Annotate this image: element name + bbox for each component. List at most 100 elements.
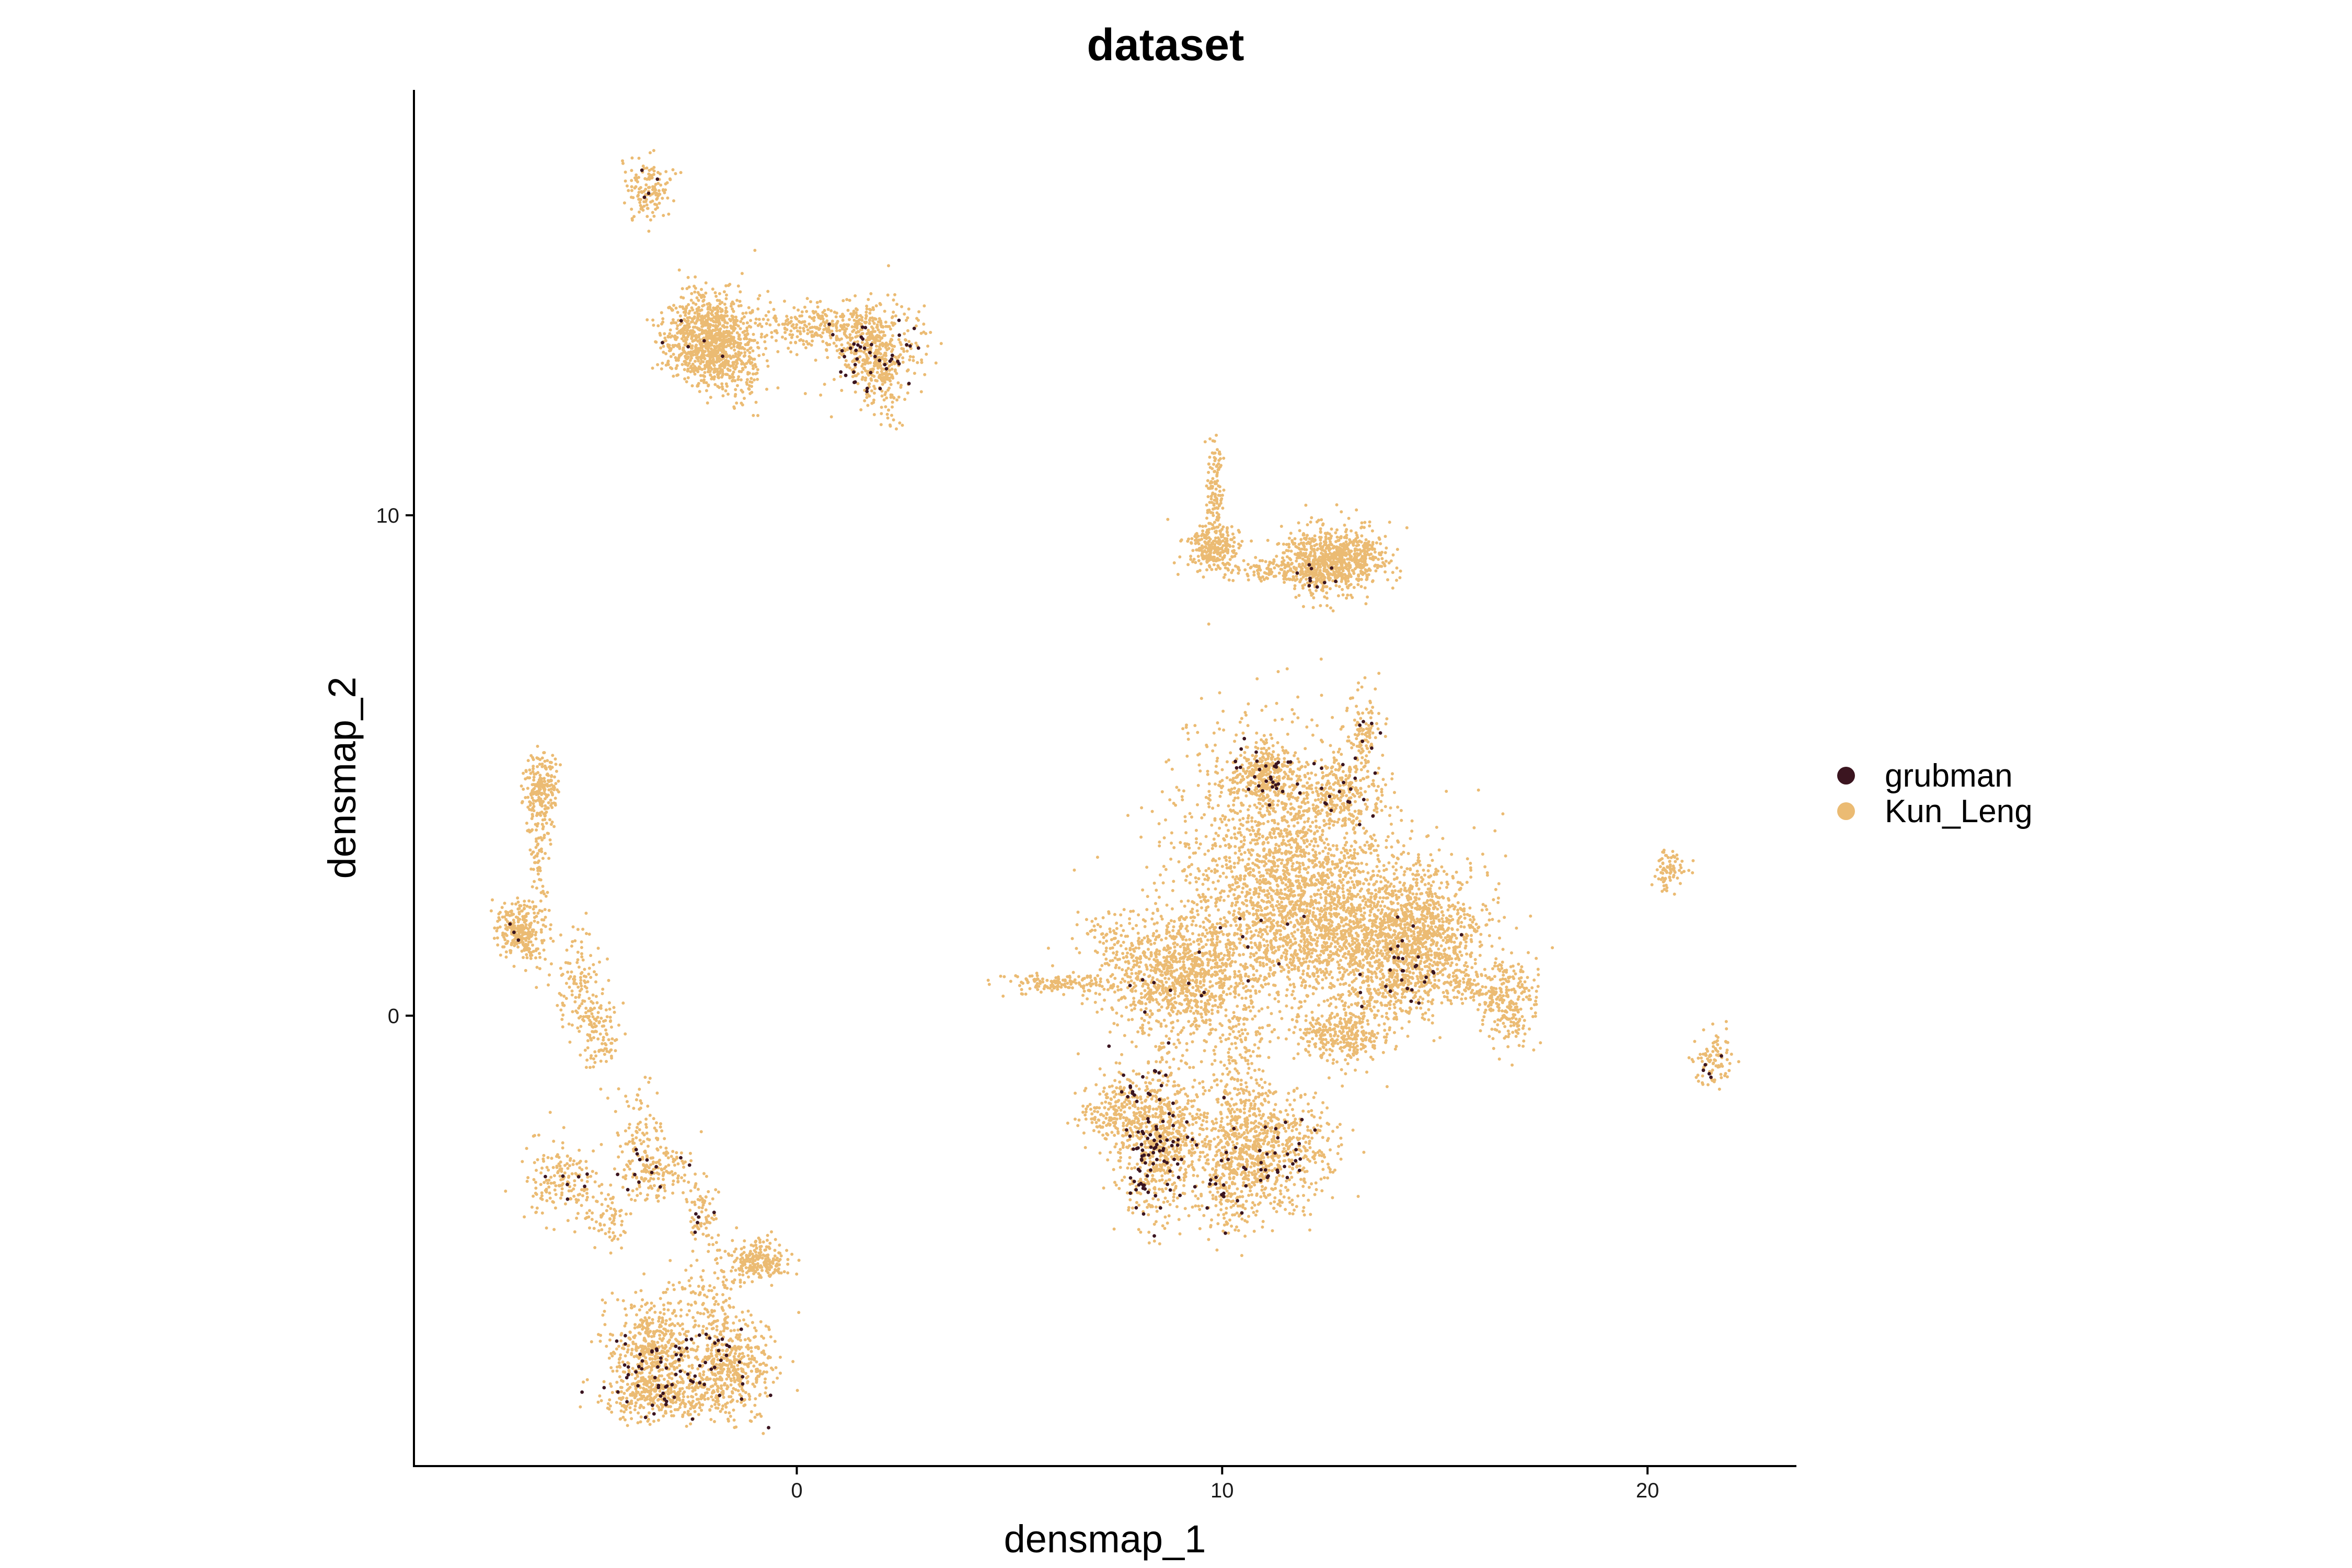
point <box>743 351 747 354</box>
point <box>1255 969 1259 973</box>
point <box>703 371 707 374</box>
point <box>1213 818 1217 822</box>
point <box>785 315 789 318</box>
point <box>1249 833 1252 836</box>
point <box>1188 812 1192 815</box>
point <box>717 319 721 323</box>
point <box>1216 879 1220 883</box>
point <box>732 309 735 313</box>
point <box>1244 985 1248 988</box>
point <box>1247 702 1250 706</box>
point <box>800 310 804 314</box>
point <box>1251 868 1255 871</box>
point <box>1208 501 1212 504</box>
point <box>1386 578 1389 582</box>
point <box>1256 746 1260 750</box>
point <box>915 317 919 320</box>
point <box>854 294 857 297</box>
point <box>671 308 674 312</box>
point <box>882 330 885 334</box>
point <box>1376 874 1379 877</box>
point <box>702 336 706 340</box>
point <box>860 371 864 374</box>
point <box>1227 828 1230 832</box>
point <box>1296 928 1300 931</box>
point <box>1255 824 1259 827</box>
point <box>1315 580 1319 583</box>
point <box>865 393 869 396</box>
point <box>638 201 642 204</box>
point <box>704 322 708 326</box>
point <box>818 299 822 303</box>
point <box>1319 604 1322 607</box>
point <box>1298 882 1301 885</box>
point <box>1295 574 1298 578</box>
point <box>1194 876 1197 880</box>
point <box>811 339 814 343</box>
point <box>1217 834 1220 837</box>
point <box>1272 964 1276 967</box>
point <box>1394 861 1398 865</box>
point <box>1262 734 1266 737</box>
point <box>1184 725 1188 729</box>
point <box>1237 856 1240 860</box>
point <box>1298 562 1301 566</box>
point <box>875 352 879 356</box>
point <box>1256 909 1260 912</box>
point <box>900 343 903 347</box>
point <box>744 311 748 315</box>
point <box>1255 878 1259 881</box>
point <box>1206 511 1209 514</box>
point <box>1347 561 1351 564</box>
point <box>1294 595 1298 599</box>
point <box>733 379 737 383</box>
point <box>1279 889 1283 892</box>
point <box>671 168 675 171</box>
point <box>735 384 739 387</box>
point <box>1292 855 1295 859</box>
point <box>1213 506 1217 510</box>
point <box>1277 571 1281 575</box>
point <box>1297 594 1301 597</box>
point <box>1276 920 1279 924</box>
point <box>700 317 704 320</box>
point <box>1316 829 1319 833</box>
point <box>707 346 710 349</box>
point <box>856 340 859 343</box>
point <box>648 174 652 177</box>
point <box>1313 573 1317 577</box>
point <box>1228 860 1231 863</box>
point <box>805 297 809 301</box>
point <box>720 382 724 386</box>
point <box>659 183 663 187</box>
point <box>1333 820 1336 824</box>
point <box>645 203 649 207</box>
point <box>748 311 752 315</box>
point <box>884 375 887 379</box>
point <box>876 339 880 342</box>
point <box>1212 559 1215 562</box>
point <box>1250 853 1253 857</box>
point <box>1255 731 1259 735</box>
point <box>1258 879 1262 882</box>
point <box>864 338 868 342</box>
point <box>1187 865 1191 869</box>
point <box>1186 731 1190 735</box>
point <box>1310 839 1313 843</box>
point <box>651 366 654 370</box>
point <box>647 186 650 189</box>
point <box>775 319 778 323</box>
point <box>749 346 753 350</box>
point <box>1405 526 1409 529</box>
point <box>666 196 670 200</box>
point <box>934 361 938 365</box>
point <box>1305 838 1309 842</box>
point <box>1340 548 1344 552</box>
point <box>728 374 732 378</box>
point <box>1381 561 1385 564</box>
point <box>865 354 869 358</box>
point <box>1157 822 1161 825</box>
point <box>1321 833 1324 837</box>
point <box>1277 564 1281 568</box>
point <box>1283 581 1286 584</box>
